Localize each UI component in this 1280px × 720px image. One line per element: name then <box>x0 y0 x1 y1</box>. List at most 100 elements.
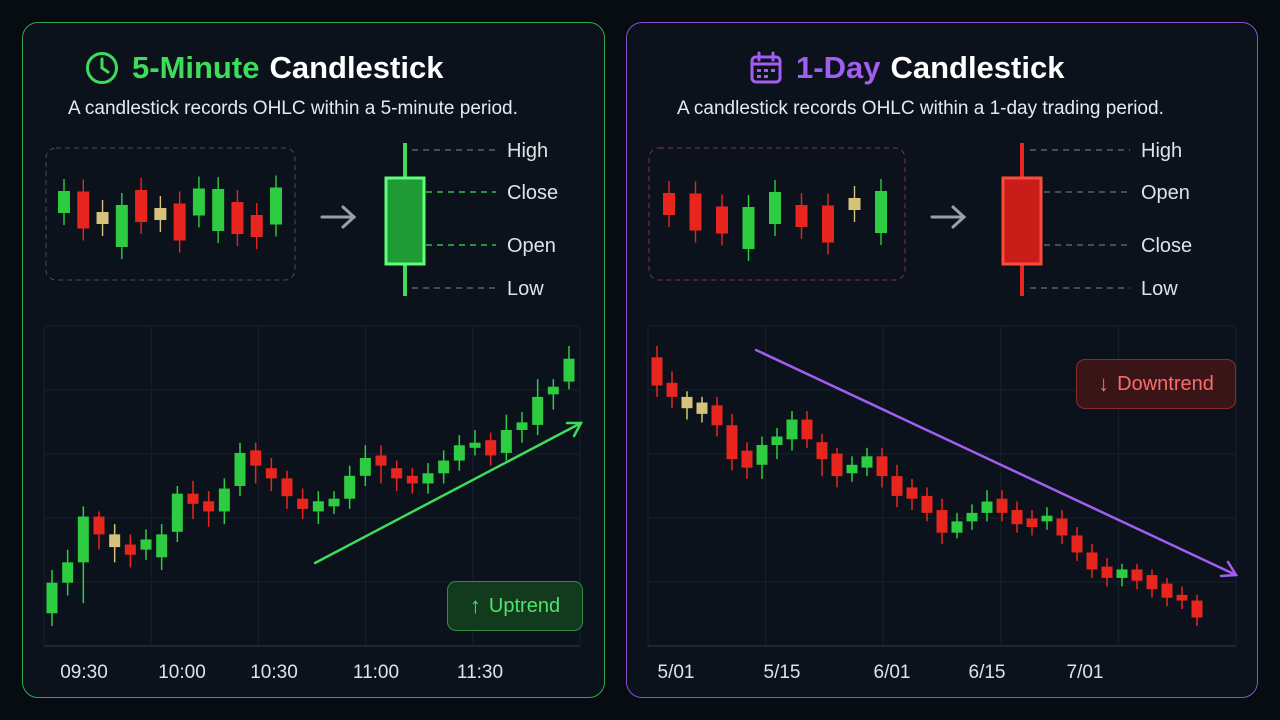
x-tick-label: 10:00 <box>158 662 206 683</box>
left-candlestick-chart: 09:30 10:00 10:30 11:00 11:30 <box>43 325 581 683</box>
x-tick-label: 6/15 <box>969 662 1006 683</box>
candle-body <box>1131 569 1143 581</box>
candle-body <box>1071 535 1083 553</box>
candle-body <box>1191 600 1203 618</box>
mini-candle-body <box>77 191 90 229</box>
candle-body <box>1176 594 1188 601</box>
right-subtitle: A candlestick records OHLC within a 1-da… <box>677 98 1164 119</box>
candle-body <box>312 501 324 512</box>
candle-body <box>453 445 465 461</box>
candle-body <box>547 386 559 395</box>
candle-body <box>532 396 544 425</box>
candle-body <box>328 498 340 507</box>
candle-body <box>1101 566 1113 578</box>
left-mini-chart-box <box>45 147 296 281</box>
left-title-accent: 5-Minute <box>132 50 260 85</box>
left-legend-lines <box>412 149 496 289</box>
right-legend-close: Close <box>1141 235 1192 257</box>
candle-body <box>1026 518 1038 528</box>
mini-candle-body <box>192 188 205 216</box>
candle-body <box>1086 552 1098 570</box>
uptrend-badge: ↑ Uptrend <box>447 581 583 631</box>
candle-body <box>771 436 783 445</box>
candle-body <box>1146 575 1158 590</box>
candle-body <box>563 358 575 382</box>
candle-body <box>156 534 168 558</box>
x-tick-label: 5/15 <box>764 662 801 683</box>
candle-body <box>936 510 948 533</box>
clock-icon <box>86 52 118 84</box>
mini-candle-body <box>822 205 834 243</box>
candle-body <box>921 495 933 513</box>
candle-body <box>846 464 858 474</box>
candle-body <box>46 582 58 614</box>
mini-candle-body <box>689 193 702 231</box>
right-title: 1-Day Candlestick <box>748 48 1064 88</box>
candle-body <box>711 405 723 426</box>
candle-body <box>500 430 512 453</box>
candle-body <box>726 425 738 460</box>
candle-body <box>1041 515 1053 522</box>
candle-body <box>77 516 89 563</box>
candle-body <box>203 501 215 512</box>
mini-candle-body <box>848 198 861 210</box>
mini-candle-body <box>96 212 109 224</box>
candle-body <box>187 493 199 504</box>
downtrend-arrow <box>754 348 1239 578</box>
candle-body <box>1116 569 1128 578</box>
right-title-accent: 1-Day <box>796 50 881 85</box>
candle-body <box>996 498 1008 513</box>
candle-body <box>651 357 663 386</box>
x-tick-label: 11:00 <box>353 662 399 683</box>
left-legend-low: Low <box>507 278 544 300</box>
mini-candle-body <box>115 205 128 247</box>
mini-candle-body <box>173 203 186 241</box>
left-subtitle: A candlestick records OHLC within a 5-mi… <box>68 98 518 119</box>
right-candlestick-chart: 5/01 5/15 6/01 6/15 7/01 <box>647 325 1237 683</box>
candle-body <box>666 382 678 397</box>
right-arrow-icon <box>930 205 967 229</box>
candle-body <box>406 475 418 484</box>
candle-body <box>1161 583 1173 598</box>
arrow-down-icon: ↓ <box>1098 371 1110 396</box>
arrow-up-icon: ↑ <box>469 593 481 618</box>
candle-body <box>876 456 888 477</box>
candle-body <box>741 450 753 468</box>
mini-candle-body <box>250 215 263 237</box>
candle-body <box>1056 518 1068 536</box>
mini-candle-body <box>795 205 808 227</box>
mini-candle-body <box>875 191 887 233</box>
candle-body <box>801 419 813 440</box>
candle-body <box>93 516 105 535</box>
left-arrow-icon <box>320 205 357 229</box>
right-legend-high: High <box>1141 140 1182 162</box>
x-tick-label: 11:30 <box>457 662 503 683</box>
x-tick-label: 6/01 <box>874 662 911 683</box>
uptrend-label: Uptrend <box>488 594 561 617</box>
candle-body <box>297 498 309 509</box>
candle-body <box>109 534 121 548</box>
candle-body <box>62 562 74 583</box>
candle-body <box>786 419 798 440</box>
right-title-rest: Candlestick <box>890 50 1065 85</box>
right-legend-open: Open <box>1141 182 1190 204</box>
candle-body <box>516 422 528 430</box>
left-title: 5-Minute Candlestick <box>84 48 443 88</box>
mini-candle-body <box>135 190 148 222</box>
candle-body <box>951 521 963 533</box>
candle-body <box>218 488 230 512</box>
mini-candle-body <box>716 206 728 234</box>
candle-body <box>438 460 450 474</box>
mini-candle-body <box>231 202 244 234</box>
right-legend-lines <box>1030 149 1130 289</box>
left-legend-open: Open <box>507 235 556 257</box>
candle-body <box>391 468 403 479</box>
right-mini-candles <box>663 179 887 261</box>
candle-body <box>140 539 152 550</box>
left-mini-candles <box>58 175 282 259</box>
left-legend-close: Close <box>507 182 558 204</box>
left-legend-high: High <box>507 140 548 162</box>
calendar-icon <box>750 51 782 84</box>
mini-candle-body <box>212 189 225 231</box>
